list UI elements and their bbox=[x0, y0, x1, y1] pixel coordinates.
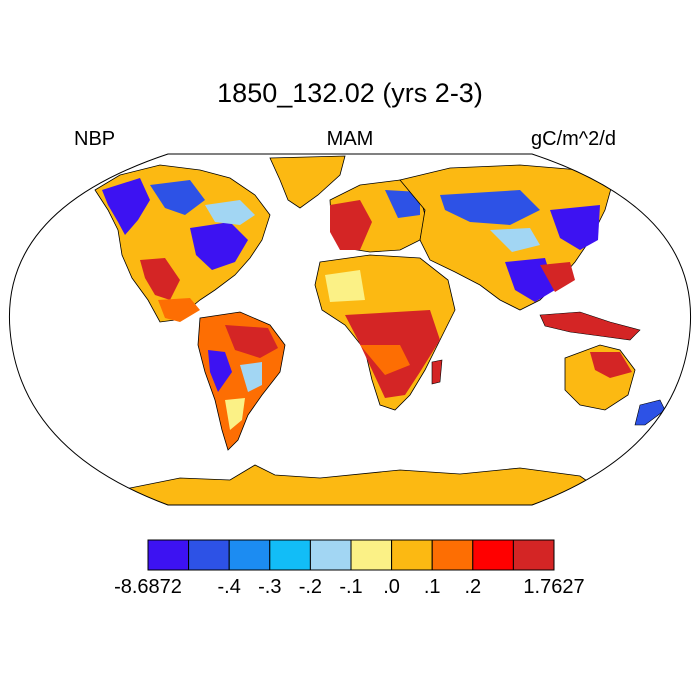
antarctica bbox=[119, 464, 601, 505]
na-blue-west bbox=[102, 178, 150, 235]
colorbar-box bbox=[228, 539, 271, 571]
na-blue-north bbox=[150, 180, 205, 215]
colorbar-box bbox=[147, 539, 190, 571]
variable-label: NBP bbox=[74, 128, 116, 150]
colorbar-tick-label: -8.6872 bbox=[114, 576, 182, 598]
europe-red bbox=[330, 200, 372, 250]
plot-title: 1850_132.02 (yrs 2-3) bbox=[217, 78, 483, 108]
colorbar-box bbox=[188, 539, 230, 571]
asia-lightblue bbox=[490, 228, 540, 252]
australia-red bbox=[590, 352, 632, 378]
units-label: gC/m^2/d bbox=[531, 128, 616, 150]
colorbar-box bbox=[472, 539, 514, 571]
madagascar bbox=[431, 359, 443, 385]
colorbar-box bbox=[431, 539, 474, 571]
colorbar-tick-label: .0 bbox=[383, 576, 400, 598]
na-red-south bbox=[140, 258, 180, 300]
colorbar-tick-label: -.3 bbox=[258, 576, 282, 598]
africa-orange bbox=[360, 345, 410, 375]
colorbar-tick-label: .1 bbox=[423, 576, 441, 598]
na-blue-east bbox=[190, 222, 248, 270]
colorbar-box bbox=[309, 539, 352, 571]
asia-red-se bbox=[540, 262, 575, 292]
colorbar bbox=[147, 539, 555, 571]
colorbar-box bbox=[512, 539, 555, 571]
map-outline bbox=[8, 153, 692, 506]
na-lightblue bbox=[205, 200, 255, 225]
greenland bbox=[269, 155, 346, 209]
colorbar-tick-label: .2 bbox=[464, 576, 482, 598]
colorbar-tick-label: 1.7627 bbox=[523, 576, 585, 598]
colorbar-box bbox=[391, 539, 433, 571]
colorbar-box bbox=[269, 539, 311, 571]
colorbar-tick-label: -.4 bbox=[217, 576, 241, 598]
map-area bbox=[94, 155, 666, 505]
sa-lightblue bbox=[240, 362, 262, 392]
africa-yellow bbox=[325, 270, 365, 302]
colorbar-tick-label: -.2 bbox=[298, 576, 323, 598]
na-orange bbox=[158, 298, 200, 322]
colorbar-tick-label: -.1 bbox=[339, 576, 363, 598]
indonesia bbox=[539, 311, 641, 341]
europe-blue bbox=[385, 190, 420, 218]
season-label: MAM bbox=[326, 128, 374, 150]
new-zealand bbox=[634, 399, 666, 426]
sa-blue bbox=[208, 350, 232, 392]
sa-red bbox=[225, 325, 278, 358]
colorbar-box bbox=[350, 539, 393, 571]
asia-blue-central bbox=[440, 190, 540, 225]
sa-yellow bbox=[225, 398, 245, 430]
asia-blue-east bbox=[550, 205, 600, 250]
